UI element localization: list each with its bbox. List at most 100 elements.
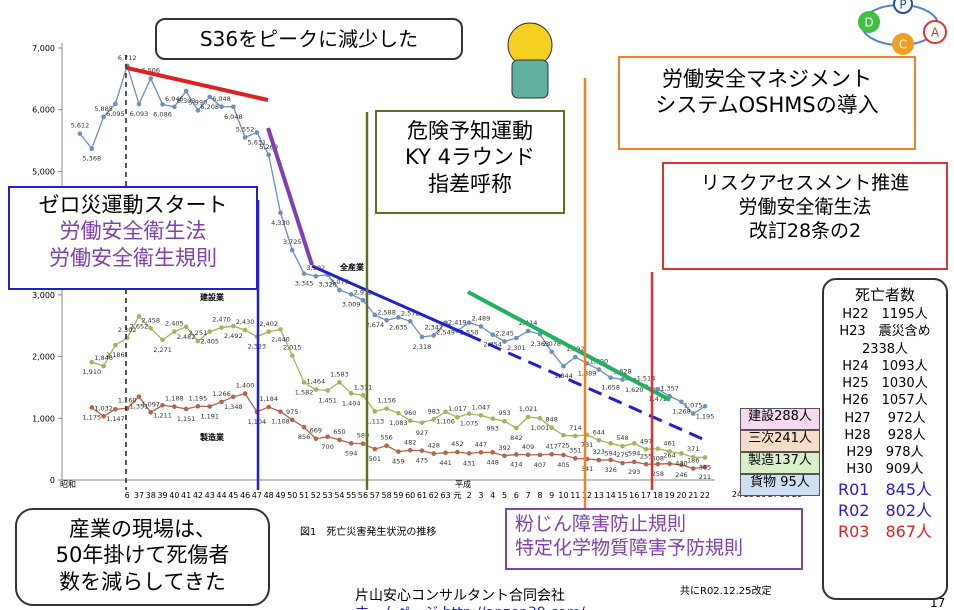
x-tick-label: 42 (193, 491, 203, 500)
value-label: 1,400 (236, 382, 255, 390)
chart-caption: 図1 死亡災害発生状況の推移 (300, 525, 436, 538)
value-label: 447 (475, 440, 487, 448)
value-label: 1,113 (366, 417, 385, 425)
point (656, 446, 661, 451)
value-label: 1,075 (460, 420, 479, 428)
point (573, 456, 578, 461)
point (349, 292, 354, 297)
x-tick-label: 5 (502, 491, 507, 500)
point (479, 413, 484, 418)
point (502, 339, 507, 344)
point (89, 360, 94, 365)
value-label: 1,620 (625, 386, 644, 394)
value-label: 856 (298, 433, 310, 441)
point (172, 404, 177, 409)
x-tick-label: 40 (169, 491, 179, 500)
point (278, 210, 283, 215)
point (620, 377, 625, 382)
x-tick-label: 49 (275, 491, 285, 500)
point (219, 325, 224, 330)
value-label: 1,404 (342, 399, 361, 407)
value-label: 2,302 (118, 326, 137, 334)
value-label: 246 (675, 471, 687, 479)
point (184, 89, 189, 94)
callout-zero: ゼロ災運動スタート労働安全衛生法労働安全衛生規則 (8, 186, 258, 290)
point (219, 104, 224, 109)
point (679, 451, 684, 456)
callout-text: 50年掛けて死傷者 (17, 542, 268, 568)
point (148, 326, 153, 331)
point (101, 414, 106, 419)
value-label: 548 (616, 434, 628, 442)
value-label: 2,419 (448, 319, 467, 327)
point (703, 455, 708, 460)
value-label: 842 (510, 434, 522, 442)
deaths-row: H23 震災含め (824, 323, 946, 340)
x-tick-label: 39 (157, 491, 167, 500)
x-tick-label: 19 (665, 491, 675, 500)
value-label: 1,348 (224, 403, 243, 411)
point (384, 318, 389, 323)
point (290, 418, 295, 423)
point (231, 104, 236, 109)
x-tick-label: 46 (240, 491, 250, 500)
x-tick-label: 2 (467, 491, 472, 500)
value-label: 2,588 (377, 308, 396, 316)
deaths-row: H25 1030人 (824, 375, 946, 392)
callout-text: 改訂28条の2 (664, 220, 946, 244)
value-label: 452 (451, 440, 463, 448)
point (561, 433, 566, 438)
x-tick-label: 47 (252, 491, 262, 500)
point (526, 452, 531, 457)
value-label: 1,108 (271, 418, 290, 426)
pdca-letter: C (899, 38, 907, 52)
point (207, 95, 212, 100)
callout-peak: S36をピークに減少した (155, 18, 463, 60)
value-label: 1,083 (389, 419, 408, 427)
callout-text: 労働安全衛生法 (10, 218, 256, 244)
value-label: 669 (310, 427, 322, 435)
y-tick-label: 0 (50, 476, 55, 485)
x-tick-label: 54 (334, 491, 344, 500)
point (231, 324, 236, 329)
deaths-table: 死亡者数 H22 1195人H23 震災含め2338人H24 1093人H25 … (822, 278, 948, 600)
point (243, 328, 248, 333)
point (266, 153, 271, 158)
value-label: 2,402 (259, 320, 278, 328)
value-label: 6,086 (153, 110, 172, 118)
y-tick-label: 3,000 (32, 291, 55, 300)
point (314, 387, 319, 392)
point (89, 405, 94, 410)
value-label: 441 (439, 459, 451, 467)
point (160, 102, 165, 107)
point (420, 420, 425, 425)
x-tick-label: 10 (558, 491, 568, 500)
value-label: 497 (640, 437, 652, 445)
x-tick-label: 16 (629, 491, 639, 500)
pdca-letter: A (931, 26, 940, 40)
value-label: 351 (569, 446, 581, 454)
value-label: 275 (616, 451, 628, 459)
value-label: 960 (404, 409, 416, 417)
value-label: 2,342 (424, 323, 443, 331)
point (597, 438, 602, 443)
x-tick-label: 52 (311, 491, 321, 500)
point (373, 313, 378, 318)
x-tick-label: 59 (393, 491, 403, 500)
point (349, 391, 354, 396)
point (420, 448, 425, 453)
value-label: 5,612 (71, 122, 90, 130)
point (431, 333, 436, 338)
point (396, 449, 401, 454)
point (608, 458, 613, 463)
deaths-row: H28 928人 (824, 427, 946, 444)
callout-text: ゼロ災運動スタート (10, 192, 256, 218)
value-label: 459 (392, 458, 404, 466)
point (207, 329, 212, 334)
point (184, 325, 189, 330)
x-tick-label: 57 (370, 491, 380, 500)
value-label: 407 (534, 461, 546, 469)
x-tick-label: 4 (490, 491, 495, 500)
value-label: 2,015 (283, 344, 302, 352)
value-label: 2,405 (200, 338, 219, 346)
